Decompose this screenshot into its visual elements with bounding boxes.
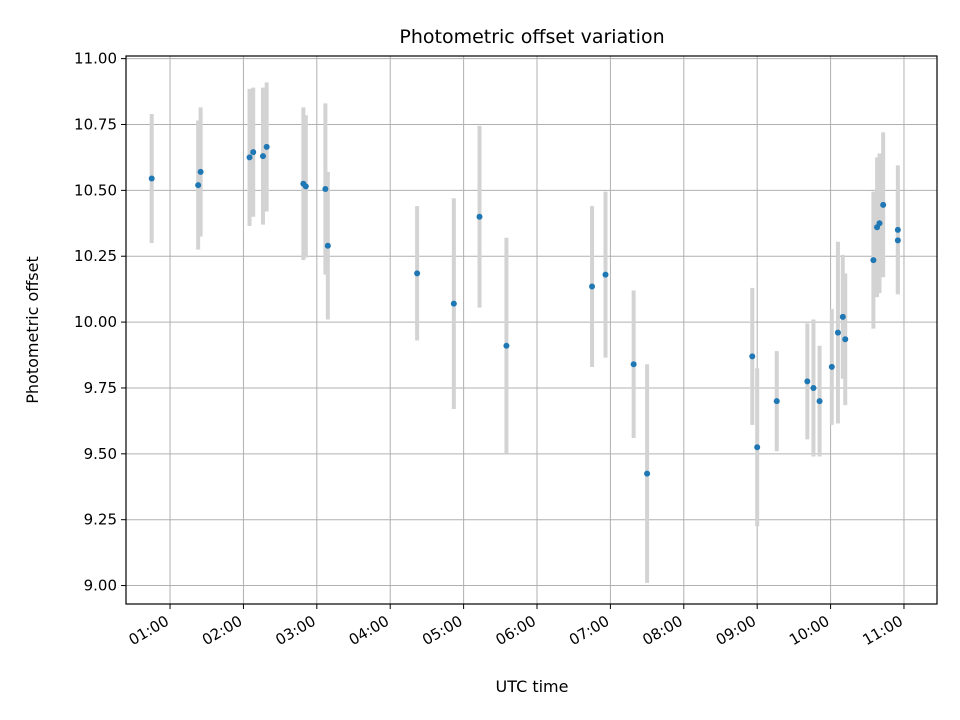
data-point	[773, 398, 780, 405]
y-tick-label: 9.50	[84, 445, 117, 463]
y-tick-label: 10.75	[74, 116, 117, 134]
grid-lines	[126, 56, 937, 604]
x-tick-label: 05:00	[419, 612, 465, 649]
data-point	[503, 342, 510, 349]
x-axis-label: UTC time	[496, 677, 569, 696]
x-tick-label: 01:00	[126, 612, 172, 649]
data-point	[302, 183, 309, 190]
data-point	[754, 444, 761, 451]
x-tick-label: 11:00	[860, 612, 906, 649]
data-point	[842, 336, 849, 343]
y-tick-label: 9.75	[84, 379, 117, 397]
data-point	[828, 363, 835, 370]
data-point	[148, 175, 155, 182]
data-point	[644, 470, 651, 477]
y-tick-label: 9.25	[84, 511, 117, 529]
data-point	[324, 242, 331, 249]
data-point	[839, 313, 846, 320]
data-point	[816, 398, 823, 405]
x-tick-label: 03:00	[272, 612, 318, 649]
y-tick-label: 10.25	[74, 247, 117, 265]
y-tick-label: 10.00	[74, 313, 117, 331]
data-point	[870, 257, 877, 264]
data-point	[630, 361, 637, 368]
data-point	[894, 226, 901, 233]
data-point	[876, 220, 883, 227]
x-tick-label: 10:00	[786, 612, 832, 649]
y-tick-label: 10.50	[74, 181, 117, 199]
x-tick-label: 04:00	[346, 612, 392, 649]
data-point	[880, 201, 887, 208]
data-point	[414, 270, 421, 277]
data-point	[749, 353, 756, 360]
data-point	[250, 149, 257, 156]
x-tick-label: 07:00	[566, 612, 612, 649]
x-axis-ticks: 01:00 02:00 03:00 04:00 05:00 06:00 07:00 08:00…	[126, 604, 906, 649]
x-tick-label: 02:00	[199, 612, 245, 649]
data-point	[450, 300, 457, 307]
y-tick-label: 11.00	[74, 50, 117, 68]
data-point	[602, 271, 609, 278]
data-point	[246, 154, 253, 161]
y-tick-label: 9.00	[84, 577, 117, 595]
data-point	[195, 182, 202, 189]
data-point	[804, 378, 811, 385]
data-point	[810, 384, 817, 391]
x-tick-label: 09:00	[713, 612, 759, 649]
data-point	[322, 186, 329, 193]
data-points	[148, 143, 901, 477]
data-point	[260, 153, 267, 160]
x-tick-label: 08:00	[639, 612, 685, 649]
data-point	[476, 213, 483, 220]
data-point	[263, 143, 270, 150]
data-point	[834, 329, 841, 336]
data-point	[197, 168, 204, 175]
y-axis-ticks: 9.00 9.25 9.50 9.75 10.00 10.25 10.50 10.75 11.0…	[74, 50, 126, 595]
data-point	[589, 283, 596, 290]
chart-title: Photometric offset variation	[399, 26, 664, 48]
plot-frame	[125, 55, 938, 605]
data-point	[894, 237, 901, 244]
y-axis-label: Photometric offset	[23, 256, 42, 404]
x-tick-label: 06:00	[493, 612, 539, 649]
